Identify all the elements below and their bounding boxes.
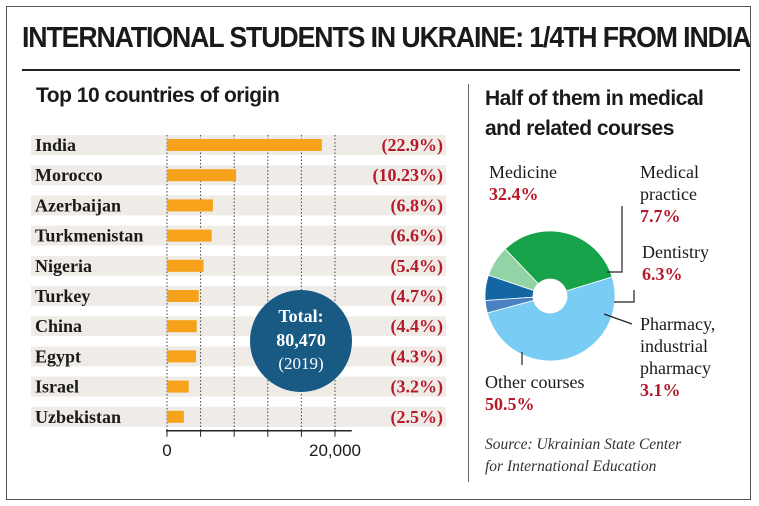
- bar: [167, 290, 199, 302]
- bar: [167, 320, 197, 333]
- bar: [167, 380, 189, 393]
- data-label: (4.4%): [391, 316, 444, 337]
- slice-label: Medicine: [489, 162, 557, 182]
- bar-chart-title: Top 10 countries of origin: [36, 84, 280, 107]
- row-band: [31, 195, 446, 216]
- slice-label: Other courses: [485, 372, 584, 392]
- category-label: Israel: [35, 377, 79, 397]
- total-badge: Total: 80,470 (2019): [250, 290, 352, 392]
- slice-value: 7.7%: [640, 206, 681, 226]
- title-rule: [22, 69, 740, 71]
- category-label: Turkey: [35, 286, 90, 306]
- source-line-1: Source: Ukrainian State Center: [485, 436, 682, 453]
- data-label: (22.9%): [382, 135, 444, 156]
- category-label: Turkmenistan: [35, 226, 143, 246]
- leader-line: [614, 290, 635, 303]
- slice-value: 50.5%: [485, 394, 535, 414]
- pie-slice: [504, 230, 613, 292]
- total-label: Total:: [278, 306, 323, 326]
- source-line-2: for International Education: [485, 458, 657, 475]
- total-year: (2019): [278, 354, 323, 373]
- data-label: (4.7%): [391, 286, 444, 307]
- category-label: India: [35, 135, 76, 155]
- row-band: [31, 406, 446, 427]
- category-label: Egypt: [35, 346, 81, 366]
- category-label: Nigeria: [35, 256, 92, 276]
- bar: [167, 410, 184, 423]
- row-band: [31, 225, 446, 246]
- leader-line: [607, 206, 623, 273]
- data-label: (3.2%): [391, 377, 444, 398]
- total-circle: [250, 290, 352, 392]
- slice-value: 3.1%: [640, 380, 681, 400]
- total-value: 80,470: [276, 330, 326, 350]
- bar: [167, 259, 204, 272]
- row-band: [31, 286, 446, 306]
- slice-label: pharmacy: [640, 358, 711, 378]
- category-label: Morocco: [35, 165, 103, 185]
- panel-divider: [468, 84, 469, 482]
- slice-label: Medical: [640, 162, 699, 182]
- slice-value: 6.3%: [642, 264, 683, 284]
- slice-value: 32.4%: [489, 184, 539, 204]
- bar: [167, 139, 322, 151]
- frame-border: [6, 6, 751, 500]
- row-band: [31, 255, 446, 276]
- x-tick-label: 0: [162, 441, 171, 460]
- row-band: [31, 165, 446, 186]
- category-label: Uzbekistan: [35, 407, 121, 427]
- slice-label: industrial: [640, 336, 708, 356]
- data-label: (5.4%): [391, 256, 444, 277]
- bar: [167, 199, 213, 212]
- slice-label: Pharmacy,: [640, 314, 715, 334]
- row-band: [31, 376, 446, 397]
- pie-slice: [486, 276, 616, 362]
- page-title: INTERNATIONAL STUDENTS IN UKRAINE: 1/4TH…: [22, 22, 751, 54]
- bar: [167, 229, 212, 242]
- slice-label: practice: [640, 184, 697, 204]
- bar: [167, 350, 197, 363]
- pie-chart-title: Half of them in medical and related cour…: [485, 87, 704, 140]
- x-tick-label: 20,000: [309, 441, 361, 460]
- data-label: (2.5%): [391, 407, 444, 428]
- data-label: (4.3%): [391, 346, 444, 367]
- data-label: (6.6%): [391, 226, 444, 247]
- data-label: (10.23%): [373, 165, 444, 186]
- bar: [167, 169, 237, 182]
- source-note: Source: Ukrainian State Center for Inter…: [485, 434, 745, 478]
- leader-line: [603, 313, 633, 325]
- slice-label: Dentistry: [642, 242, 709, 262]
- category-label: Azerbaijan: [35, 195, 121, 215]
- data-label: (6.8%): [391, 195, 444, 216]
- category-label: China: [35, 316, 82, 336]
